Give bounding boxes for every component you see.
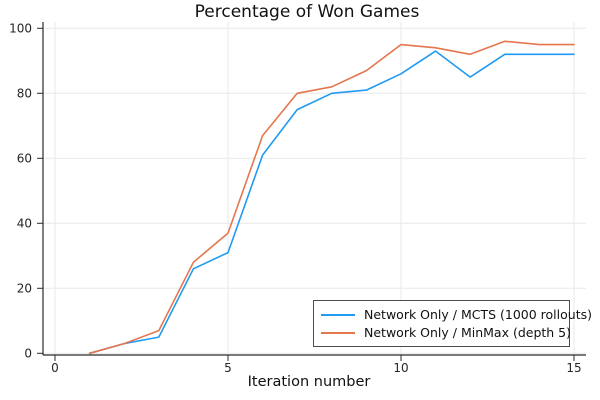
x-tick-label: 5: [224, 361, 232, 375]
legend-line-sample-blue: [321, 313, 355, 316]
y-tick-label: 60: [17, 152, 32, 166]
y-tick-label: 0: [24, 347, 32, 361]
legend-line-sample-orange: [321, 331, 355, 334]
y-tick-label: 40: [17, 217, 32, 231]
y-tick-label: 80: [17, 87, 32, 101]
legend-label-mcts: Network Only / MCTS (1000 rollouts): [364, 307, 592, 322]
x-tick-label: 10: [393, 361, 408, 375]
y-tick-label: 100: [9, 22, 32, 36]
series-line-0: [88, 50, 575, 355]
series-line-1: [88, 40, 575, 355]
x-tick-label: 0: [51, 361, 59, 375]
chart-title: Percentage of Won Games: [194, 2, 420, 22]
y-tick-label: 20: [17, 282, 32, 296]
legend-label-minmax: Network Only / MinMax (depth 5): [364, 325, 572, 340]
legend-entry-minmax: Network Only / MinMax (depth 5): [321, 325, 572, 340]
x-axis-label: Iteration number: [247, 374, 371, 390]
legend: Network Only / MCTS (1000 rollouts) Netw…: [313, 300, 592, 347]
legend-entry-mcts: Network Only / MCTS (1000 rollouts): [321, 307, 592, 322]
x-tick-label: 15: [566, 361, 581, 375]
